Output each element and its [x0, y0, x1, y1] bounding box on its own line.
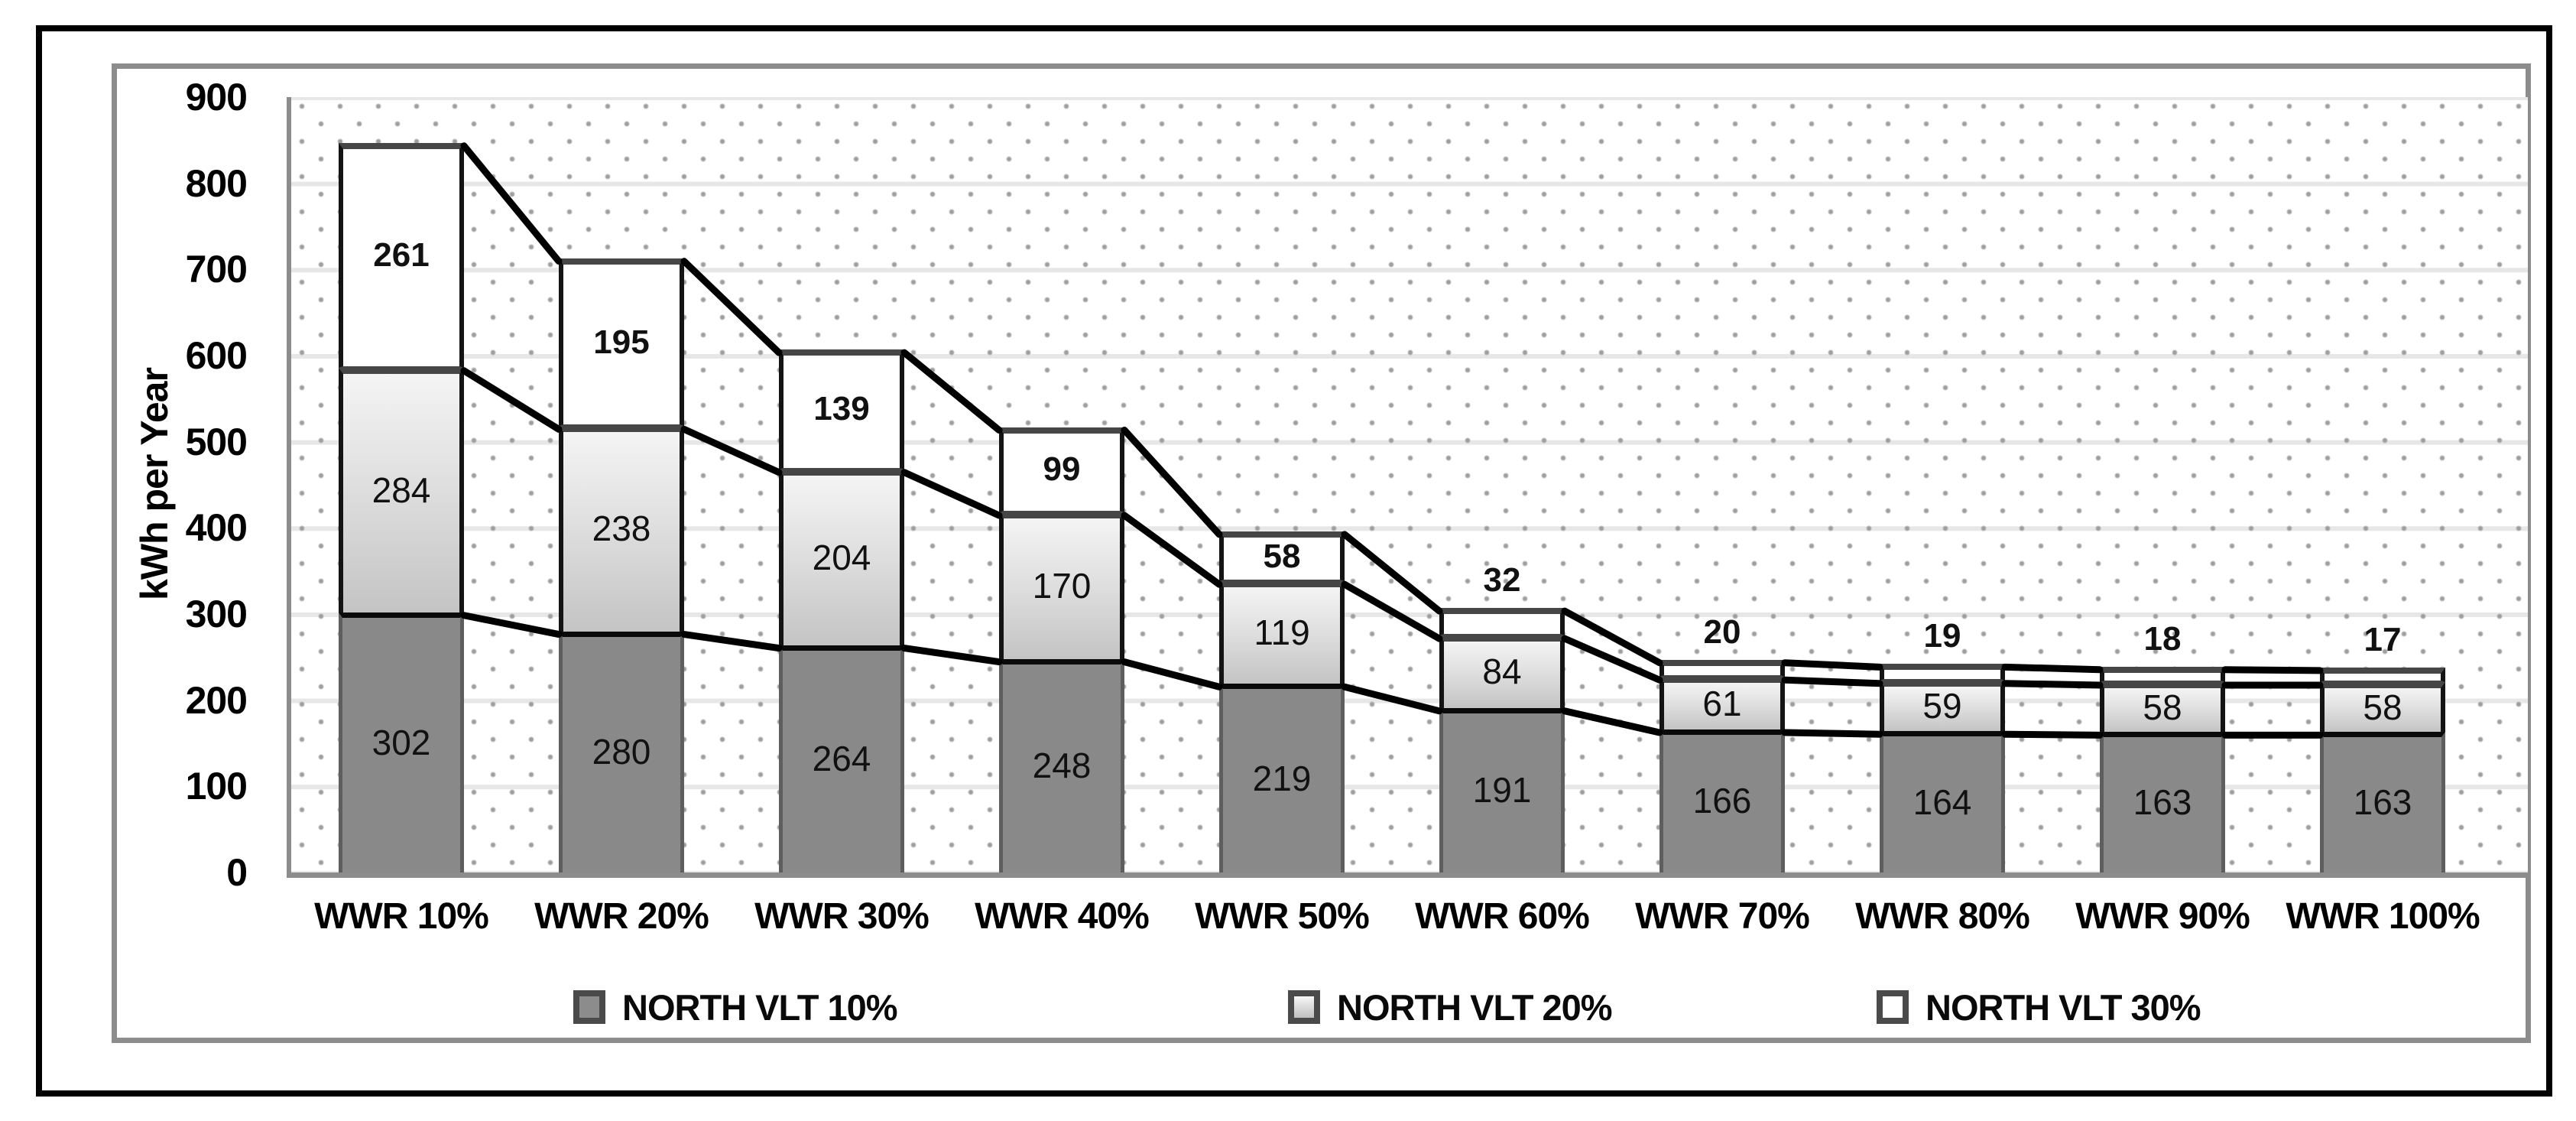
bar-8-segment-vlt20: [1880, 680, 2005, 732]
bar-4-label-vlt30: 99: [1043, 450, 1081, 489]
y-tick-label-900: 900: [185, 76, 248, 119]
bar-8-label-vlt10: 164: [1913, 781, 1972, 822]
legend-swatch-north-vlt-20-icon: [1288, 990, 1320, 1024]
bar-1-segment-vlt20: [339, 367, 464, 612]
bar-6-label-vlt30: 32: [1483, 561, 1521, 599]
bar-9-label-vlt10: 163: [2133, 782, 2192, 823]
x-tick-label-10: WWR 100%: [2286, 896, 2480, 937]
bar-8-label-vlt30: 19: [1923, 617, 1961, 655]
bar-7-segment-vlt10: [1659, 729, 1785, 872]
bar-2-label-vlt10: 280: [592, 732, 651, 772]
bar-9-segment-vlt20: [2100, 682, 2225, 733]
bar-10-label-vlt30: 17: [2363, 620, 2402, 658]
bar-4-label-vlt10: 248: [1032, 746, 1092, 786]
bar-7-label-vlt30: 20: [1703, 612, 1741, 651]
bar-2-label-vlt20: 238: [592, 509, 651, 549]
bar-7-segment-vlt20: [1659, 677, 1785, 729]
y-tick-label-0: 0: [226, 851, 248, 894]
bar-2-segment-vlt20: [559, 426, 684, 632]
bar-1-label-vlt20: 284: [371, 470, 431, 510]
x-tick-label-7: WWR 70%: [1635, 896, 1810, 937]
y-tick-label-700: 700: [185, 248, 248, 291]
bars-layer: [291, 97, 2528, 872]
y-tick-label-300: 300: [185, 593, 248, 635]
x-tick-label-9: WWR 90%: [2075, 896, 2250, 937]
bar-5-segment-vlt10: [1219, 684, 1345, 872]
bar-5-segment-vlt30: [1219, 531, 1345, 582]
plot-area: 302 284 261 280 238 195 264 204 139 248 170 99 219 11…: [287, 97, 2528, 878]
y-tick-label-800: 800: [185, 161, 248, 205]
bar-4-segment-vlt10: [999, 658, 1124, 872]
bar-5-label-vlt10: 219: [1252, 758, 1312, 798]
bar-6-label-vlt10: 191: [1472, 770, 1532, 811]
bar-4-segment-vlt20: [999, 512, 1124, 659]
legend-item-north-vlt-30: NORTH VLT 30%: [1877, 986, 2201, 1028]
bar-3-segment-vlt20: [779, 469, 904, 645]
bar-6-segment-vlt10: [1439, 707, 1565, 872]
y-tick-label-400: 400: [185, 506, 248, 550]
value-labels-layer: 302 284 261 280 238 195 264 204 139 248 170 99 219 11…: [291, 97, 2528, 872]
bar-9-label-vlt20: 58: [2143, 687, 2182, 727]
x-tick-label-4: WWR 40%: [975, 896, 1150, 937]
bar-3-segment-vlt10: [779, 645, 904, 872]
legend-swatch-north-vlt-10-icon: [573, 990, 605, 1024]
legend-item-north-vlt-10: NORTH VLT 10%: [573, 986, 898, 1028]
bar-1-label-vlt30: 261: [373, 236, 430, 274]
legend-item-north-vlt-20: NORTH VLT 20%: [1288, 986, 1613, 1028]
legend-label-north-vlt-30: NORTH VLT 30%: [1926, 986, 2201, 1028]
bar-6-segment-vlt20: [1439, 635, 1565, 708]
bar-7-label-vlt20: 61: [1702, 683, 1742, 723]
y-tick-label-500: 500: [185, 420, 248, 463]
x-tick-label-2: WWR 20%: [534, 896, 709, 937]
x-tick-label-8: WWR 80%: [1855, 896, 2030, 937]
bar-5-segment-vlt20: [1219, 581, 1345, 684]
y-tick-label-600: 600: [185, 334, 248, 377]
bar-3-segment-vlt30: [779, 349, 904, 470]
x-tick-label-1: WWR 10%: [314, 896, 489, 937]
y-tick-label-200: 200: [185, 678, 248, 722]
bar-10-segment-vlt30: [2320, 667, 2445, 682]
bar-9-segment-vlt30: [2100, 666, 2225, 682]
bar-4-label-vlt20: 170: [1032, 565, 1092, 606]
bar-5-label-vlt30: 58: [1263, 537, 1301, 575]
bar-3-label-vlt20: 204: [812, 537, 871, 577]
bar-2-segment-vlt10: [559, 631, 684, 872]
bar-10-label-vlt10: 163: [2353, 782, 2412, 823]
bar-8-segment-vlt10: [1880, 731, 2005, 872]
bar-8-label-vlt20: 59: [1922, 685, 1962, 726]
bar-1-label-vlt10: 302: [371, 722, 431, 762]
outer-frame: kWh per Year 0 100 200 300 400 500 600 700 800 90…: [36, 25, 2552, 1097]
bar-2-label-vlt30: 195: [593, 323, 650, 361]
bar-3-label-vlt30: 139: [813, 390, 870, 428]
bar-5-label-vlt20: 119: [1254, 612, 1310, 653]
bar-10-segment-vlt20: [2320, 682, 2445, 733]
y-axis-title: kWh per Year: [133, 368, 176, 600]
bar-1-segment-vlt10: [339, 612, 464, 872]
x-tick-label-5: WWR 50%: [1195, 896, 1370, 937]
x-tick-label-3: WWR 30%: [754, 896, 930, 937]
legend-label-north-vlt-10: NORTH VLT 10%: [622, 986, 898, 1028]
bar-7-label-vlt10: 166: [1692, 781, 1752, 821]
y-tick-label-100: 100: [185, 765, 248, 808]
bar-6-label-vlt20: 84: [1482, 651, 1522, 692]
bar-3-label-vlt10: 264: [812, 739, 871, 779]
legend-label-north-vlt-20: NORTH VLT 20%: [1337, 986, 1613, 1028]
bar-10-segment-vlt10: [2320, 732, 2445, 872]
bar-10-label-vlt20: 58: [2363, 687, 2402, 727]
legend-swatch-north-vlt-30-icon: [1877, 990, 1909, 1024]
bar-9-label-vlt30: 18: [2143, 619, 2182, 658]
bar-9-segment-vlt10: [2100, 732, 2225, 872]
x-tick-label-6: WWR 60%: [1415, 896, 1590, 937]
